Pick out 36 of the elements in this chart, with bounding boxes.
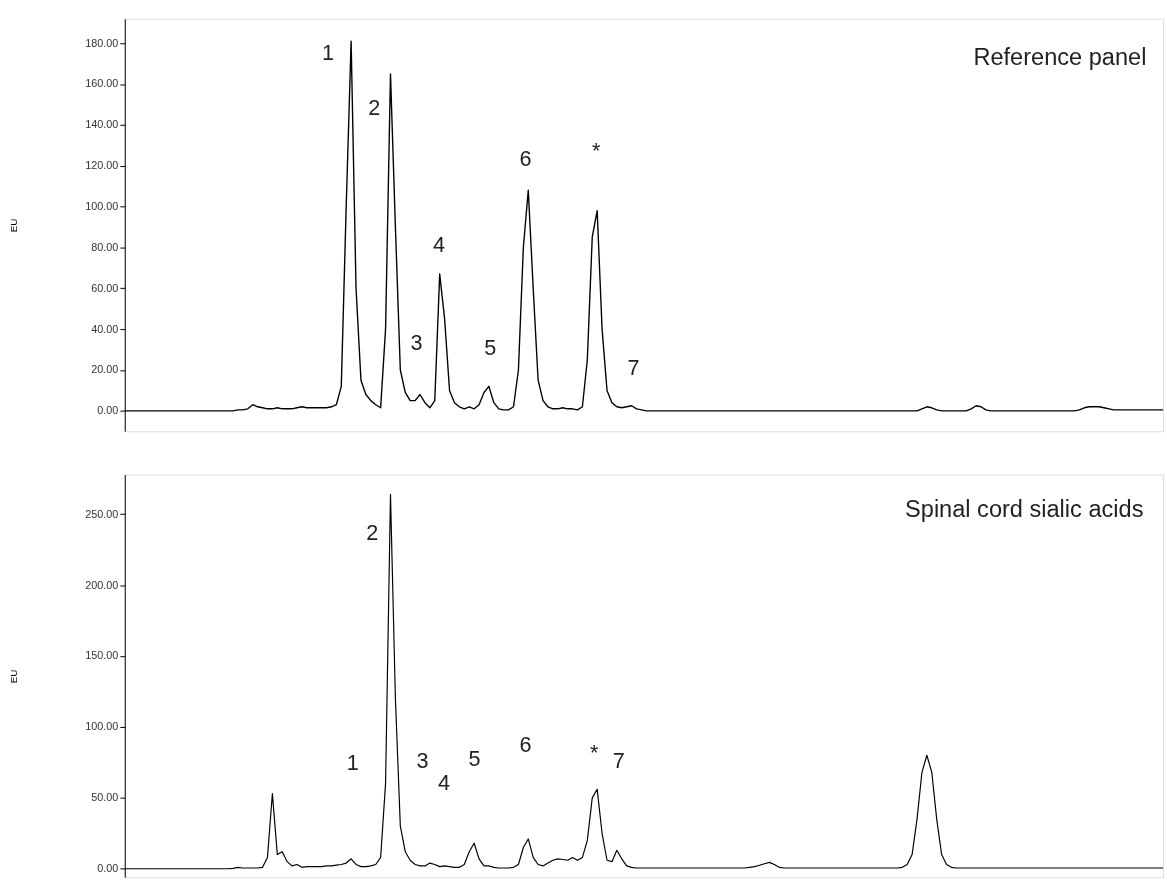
y-tick-label: 200.00 bbox=[85, 578, 119, 591]
y-tick-label: 100.00 bbox=[85, 200, 119, 213]
y-tick-label: 60.00 bbox=[91, 281, 119, 294]
y-tick-label: 40.00 bbox=[91, 322, 119, 335]
annotation: 7 bbox=[612, 748, 625, 774]
annotation: 2 bbox=[368, 94, 381, 120]
annotation: * bbox=[590, 740, 600, 766]
y-tick-label: 120.00 bbox=[85, 159, 119, 172]
y-axis-title: EU bbox=[8, 669, 20, 684]
annotation: 3 bbox=[416, 748, 429, 774]
annotation: 7 bbox=[627, 355, 640, 381]
text: Spinal cord sialic acids bbox=[905, 495, 1144, 522]
annotation: 3 bbox=[410, 329, 423, 355]
annotation: 6 bbox=[519, 146, 532, 172]
y-tick-label: 0.00 bbox=[97, 404, 119, 417]
annotation: 4 bbox=[437, 769, 451, 795]
y-tick-label: 140.00 bbox=[85, 118, 119, 131]
y-tick-label: 160.00 bbox=[85, 77, 119, 90]
y-tick-label: 50.00 bbox=[91, 791, 119, 804]
annotation: * bbox=[592, 138, 602, 164]
y-tick-label: 100.00 bbox=[85, 720, 119, 733]
annotation: 5 bbox=[484, 334, 497, 360]
annotation: 1 bbox=[322, 39, 335, 65]
annotation: 1 bbox=[346, 750, 359, 776]
y-tick-label: 80.00 bbox=[91, 240, 119, 253]
y-axis-title: EU bbox=[8, 218, 20, 233]
annotation: 2 bbox=[366, 520, 379, 546]
y-tick-label: 250.00 bbox=[85, 507, 119, 520]
text: Reference panel bbox=[973, 43, 1147, 70]
y-tick-label: 150.00 bbox=[85, 649, 119, 662]
annotation: 4 bbox=[433, 231, 446, 257]
y-tick-label: 20.00 bbox=[91, 363, 119, 376]
y-tick-label: 180.00 bbox=[85, 36, 119, 49]
annotation: 5 bbox=[468, 746, 481, 772]
annotation: 6 bbox=[519, 732, 532, 758]
y-tick-label: 0.00 bbox=[97, 862, 119, 875]
